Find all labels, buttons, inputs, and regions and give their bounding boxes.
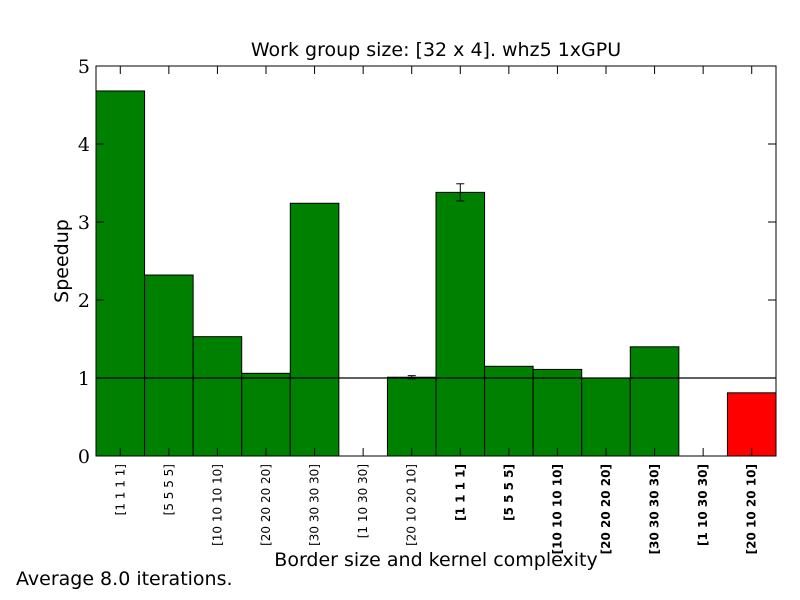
y-axis: 0 1 2 3 4 5 (78, 56, 776, 468)
x-tick-label-12: [30 30 30 30] (648, 464, 662, 554)
y-tick-label: 0 (78, 446, 90, 468)
bar-12 (629, 346, 680, 457)
x-tick-label-3: [10 10 10 10] (210, 464, 224, 546)
x-axis: [1 1 1 1] [5 5 5 5] [10 10 10 10] [20 20 20… (113, 66, 759, 554)
y-tick-label: 1 (78, 368, 90, 390)
bar-10 (532, 368, 583, 457)
x-tick-label-5: [30 30 30 30] (308, 464, 322, 546)
x-tick-label-13: [1 10 30 30] (696, 464, 710, 546)
plot-frame (95, 65, 777, 457)
x-tick-label-4: [20 20 20 20] (259, 464, 273, 546)
x-tick-label-9: [5 5 5 5] (502, 464, 516, 521)
x-axis-label: Border size and kernel complexity (274, 549, 597, 571)
bar-1 (95, 90, 146, 457)
x-tick-label-11: [20 20 20 20] (599, 464, 613, 554)
bar-3 (192, 336, 243, 457)
x-tick-label-10: [10 10 10 10] (550, 464, 564, 554)
bar-2 (144, 274, 194, 457)
bar-9 (484, 365, 534, 457)
bar-4 (241, 372, 291, 457)
x-tick-label-8: [1 1 1 1] (453, 464, 467, 521)
x-tick-label-2: [5 5 5 5] (162, 464, 176, 515)
y-axis-label: Speedup (51, 219, 73, 303)
bar-11 (581, 377, 631, 457)
bar-14 (726, 392, 777, 457)
y-tick-label: 4 (78, 134, 90, 156)
bars-layer (95, 90, 777, 457)
bar-5 (289, 202, 340, 457)
bar-7 (386, 376, 437, 457)
footnote: Average 8.0 iterations. (16, 568, 233, 590)
x-tick-label-1: [1 1 1 1] (113, 464, 127, 515)
error-bars-layer (407, 183, 465, 380)
x-tick-label-7: [20 10 20 10] (405, 464, 419, 546)
y-tick-label: 5 (78, 56, 90, 78)
x-tick-label-14: [20 10 20 10] (745, 464, 759, 554)
y-tick-label: 3 (78, 212, 90, 234)
error-bar-8 (456, 183, 465, 202)
y-tick-label: 2 (78, 290, 90, 312)
bar-8 (435, 191, 486, 457)
x-tick-label-6: [1 10 30 30] (356, 464, 370, 538)
chart-title: Work group size: [32 x 4]. whz5 1xGPU (251, 39, 621, 61)
